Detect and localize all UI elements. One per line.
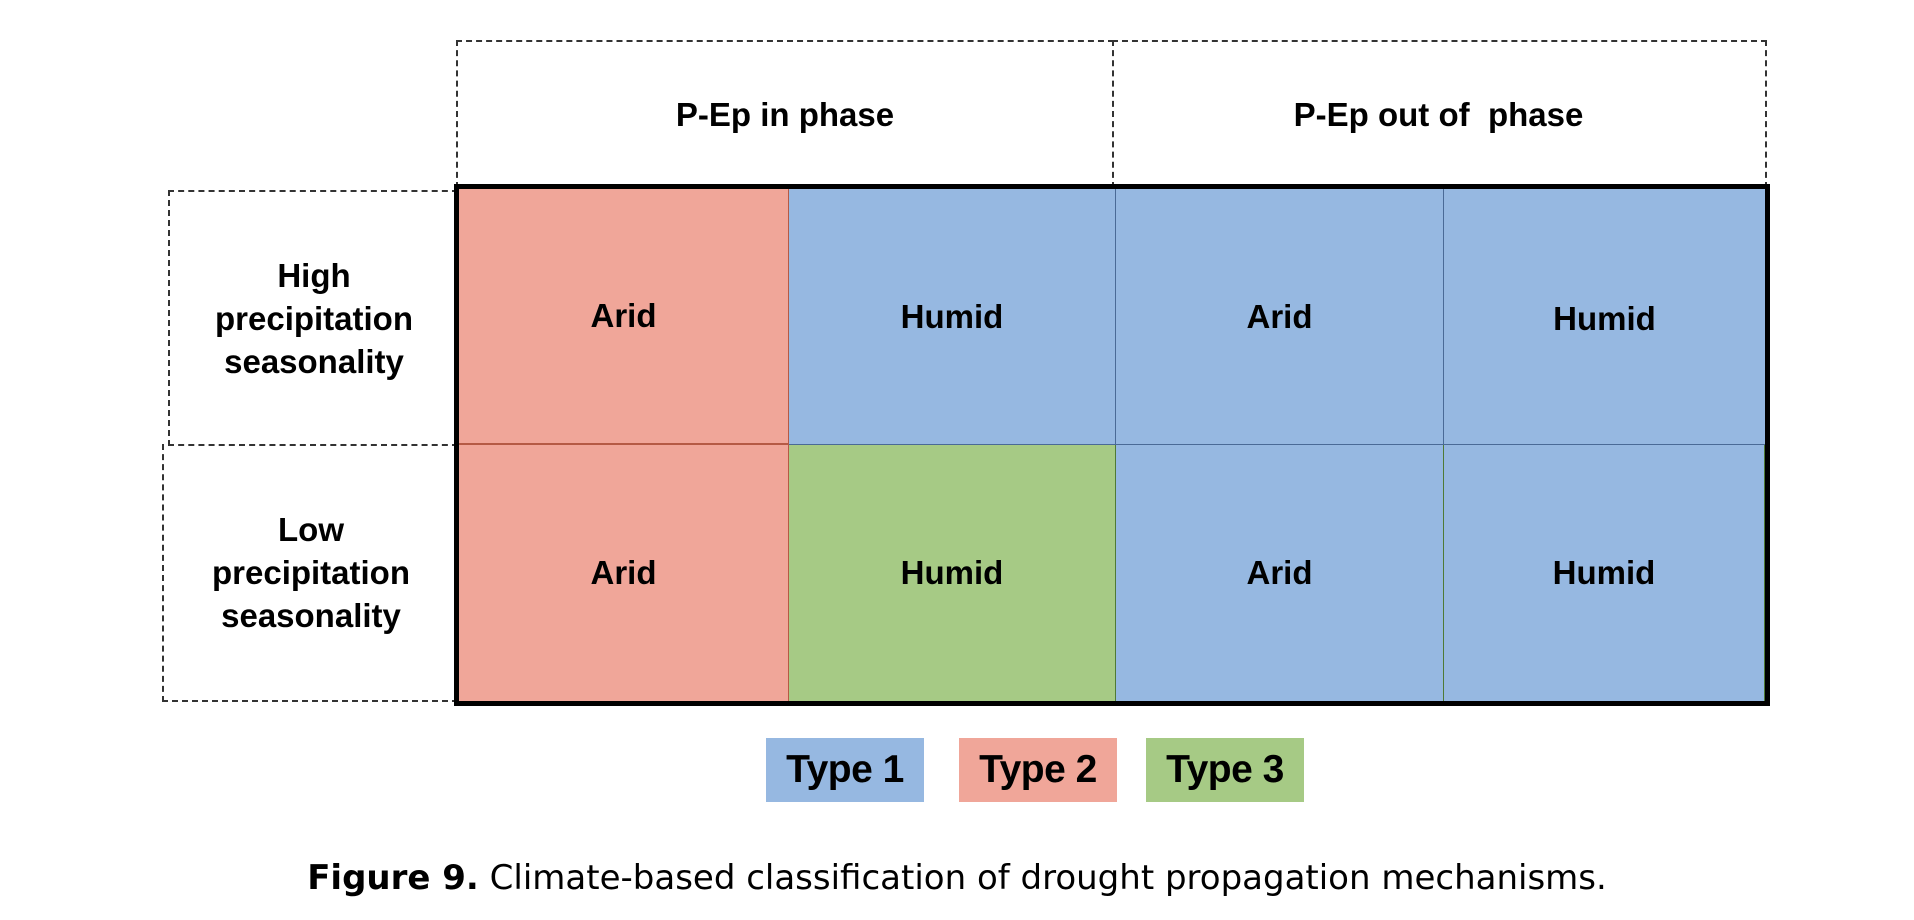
row-header-high-line3: seasonality: [224, 342, 404, 380]
row-header-high-line2: precipitation: [214, 299, 414, 337]
column-header-in-phase-label: P-Ep in phase: [675, 96, 895, 133]
column-header-in-phase: P-Ep in phase: [456, 40, 1114, 188]
column-header-out-of-phase-label: P-Ep out of phase: [1293, 96, 1584, 133]
classification-grid: Arid Humid Arid Humid Arid Humid Arid Hu…: [454, 184, 1770, 706]
cell-low-inphase-humid: Humid: [789, 445, 1116, 701]
figure-caption-text: Climate-based classification of drought …: [478, 858, 1607, 898]
row-header-high-line1: High: [277, 256, 351, 294]
legend-type-3: Type 3: [1146, 738, 1304, 802]
cell-high-inphase-arid: Arid: [459, 189, 789, 445]
column-header-out-of-phase: P-Ep out of phase: [1112, 40, 1767, 188]
cell-low-inphase-arid: Arid: [459, 445, 789, 701]
legend-type-1: Type 1: [766, 738, 924, 802]
cell-low-outphase-humid: Humid: [1444, 445, 1765, 701]
cell-high-inphase-humid: Humid: [789, 189, 1116, 445]
row-header-low-line3: seasonality: [221, 596, 401, 634]
legend-type-2: Type 2: [959, 738, 1117, 802]
row-header-low-seasonality: Low precipitation seasonality: [162, 444, 458, 702]
row-header-high-seasonality: High precipitation seasonality: [168, 190, 458, 446]
figure-caption: Figure 9. Climate-based classification o…: [0, 858, 1914, 902]
cell-low-outphase-arid: Arid: [1116, 445, 1444, 701]
cell-high-outphase-arid: Arid: [1116, 189, 1444, 445]
figure-caption-label: Figure 9.: [307, 858, 479, 898]
row-header-low-line1: Low: [278, 510, 344, 548]
row-header-low-line2: precipitation: [211, 553, 411, 591]
cell-high-outphase-humid: Humid: [1444, 189, 1765, 445]
